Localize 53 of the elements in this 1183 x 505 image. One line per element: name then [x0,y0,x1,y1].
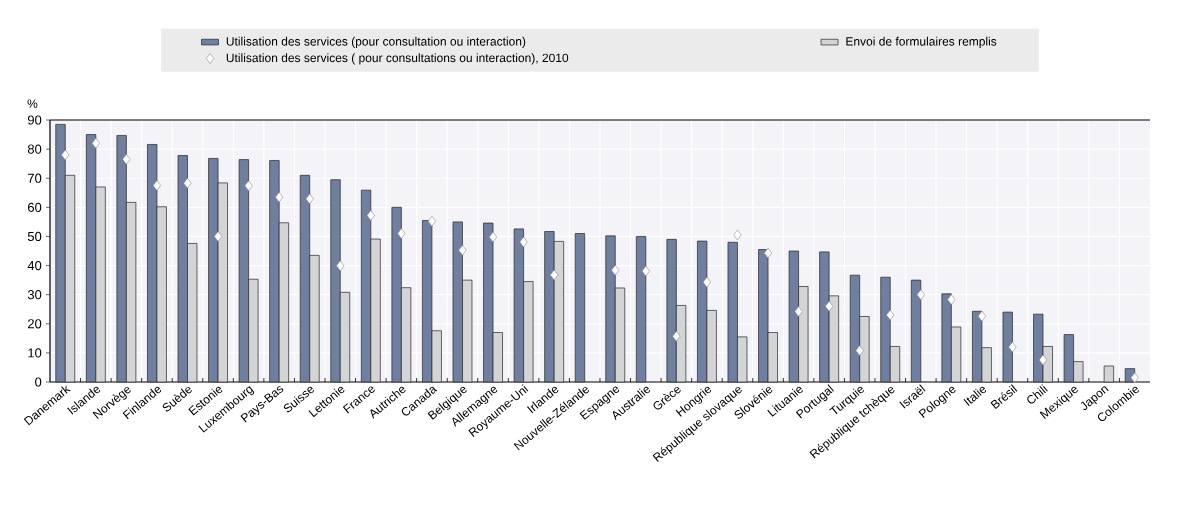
bar [635,236,647,383]
y-tick-label: 90 [27,115,42,125]
point [519,236,528,248]
point [458,244,467,256]
point [947,294,956,305]
point [122,154,131,165]
point [794,306,803,317]
point [1008,341,1017,353]
bar [1103,365,1114,383]
bar [1002,311,1013,383]
y-tick-label: 80 [27,144,42,154]
y-tick-label: 0 [35,377,42,387]
y-tick-label: 10 [28,348,42,358]
point [488,231,498,243]
point [91,138,100,149]
y-tick-label: 40 [27,260,42,271]
y-tick-label: 30 [27,290,42,300]
y-tick-label: 20 [28,319,42,329]
bar [574,233,586,383]
point [886,309,895,321]
point [672,331,681,342]
y-tick-label: 70 [28,173,42,183]
point [152,180,161,191]
point [916,289,925,300]
point [702,276,711,288]
y-tick-label: 60 [28,202,42,212]
legend-label: Envoi de formulaires remplis [846,36,997,49]
point [214,231,223,242]
point [550,269,559,281]
point [1038,354,1048,366]
legend-label: Utilisation des services ( pour consultations ou interaction), 2010 [226,53,569,65]
point [611,264,620,276]
point [366,210,375,221]
y-tick-label: 50 [27,231,42,242]
point [641,265,650,277]
point [427,216,436,227]
legend-label: Utilisation des services (pour consultation ou interaction) [226,36,526,49]
point [763,247,773,259]
y-axis-title: % [27,99,38,108]
point [61,149,70,161]
point [183,177,192,189]
point [305,193,314,205]
point [855,345,864,356]
bar [910,279,922,383]
point [977,310,986,322]
point [336,260,345,272]
point [275,191,284,203]
point [244,180,253,192]
point [825,301,834,312]
x-tick-label: Italie [963,386,987,406]
point [1130,372,1139,383]
point [733,229,742,241]
point [397,228,406,239]
